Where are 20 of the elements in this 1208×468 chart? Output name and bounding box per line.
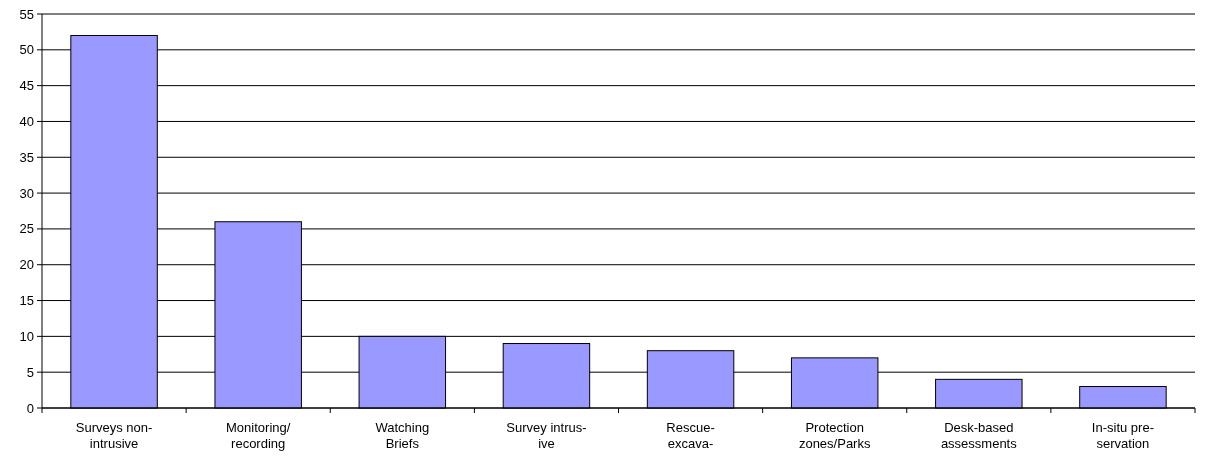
y-tick-label: 5 [26, 364, 34, 380]
x-tick-label: Rescue- excava- [666, 420, 715, 451]
x-tick-label: Survey intrus- ive [506, 420, 587, 451]
y-tick-label: 10 [19, 328, 34, 344]
x-tick-label: Watching Briefs [375, 420, 430, 451]
y-tick-label: 45 [19, 78, 34, 94]
y-tick-label: 15 [19, 293, 34, 309]
y-tick-label: 30 [19, 185, 34, 201]
x-tick-label: Surveys non- intrusive [75, 420, 153, 451]
y-tick-label: 20 [19, 257, 34, 273]
x-tick-label: Protection zones/Parks [798, 420, 871, 451]
y-tick-label: 50 [19, 42, 34, 58]
x-tick-label: In-situ pre- servation [1091, 420, 1155, 451]
y-tick-label: 55 [19, 6, 34, 22]
y-tick-label: 35 [19, 149, 34, 165]
y-tick-label: 40 [19, 114, 34, 129]
x-tick-label: Desk-based assessments [940, 420, 1018, 451]
y-tick-label: 0 [26, 400, 34, 416]
x-tick-label: Monitoring/ recording [226, 420, 291, 451]
y-tick-label: 25 [19, 221, 34, 237]
